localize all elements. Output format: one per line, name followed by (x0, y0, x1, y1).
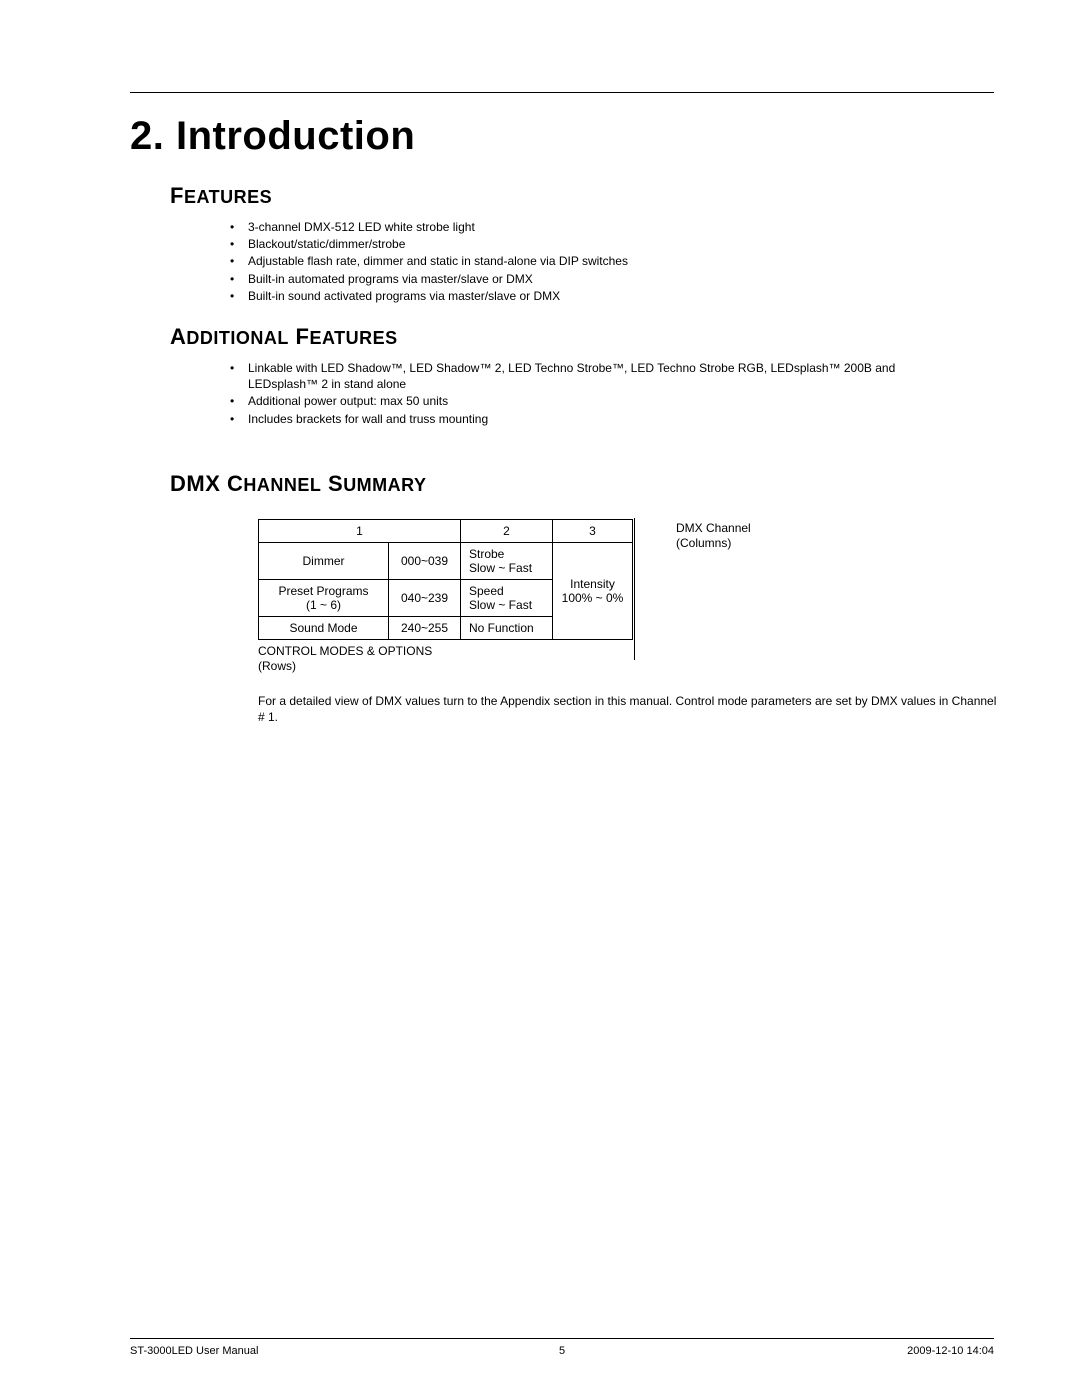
table-row: Dimmer 000~039 StrobeSlow ~ Fast Intensi… (259, 542, 633, 579)
top-rule (130, 92, 994, 93)
heading-additional: ADDITIONAL FEATURES (170, 324, 950, 350)
cell-range: 240~255 (389, 616, 461, 639)
footer-rule (130, 1338, 994, 1339)
dmx-note: For a detailed view of DMX values turn t… (258, 693, 998, 725)
dmx-table: 1 2 3 Dimmer 000~039 StrobeSlow ~ Fast I… (258, 519, 633, 640)
cell-mode: Preset Programs(1 ~ 6) (259, 579, 389, 616)
th-channel-1: 1 (259, 519, 461, 542)
heading-sc: EATURES (184, 187, 272, 207)
list-item: Built-in automated programs via master/s… (218, 271, 950, 287)
heading-cap: F (289, 324, 310, 349)
heading-dmx: DMX CHANNEL SUMMARY (170, 471, 950, 497)
table-row: 1 2 3 (259, 519, 633, 542)
heading-sc: UMMARY (343, 475, 426, 495)
dmx-block: 1 2 3 Dimmer 000~039 StrobeSlow ~ Fast I… (258, 519, 950, 726)
dmx-rows-caption: CONTROL MODES & OPTIONS(Rows) (258, 644, 432, 675)
heading-sc: DDITIONAL (186, 328, 289, 348)
heading-sc: EATURES (309, 328, 397, 348)
list-item: Linkable with LED Shadow™, LED Shadow™ 2… (218, 360, 950, 392)
side-sep (632, 519, 670, 640)
th-channel-2: 2 (461, 519, 553, 542)
list-item: Built-in sound activated programs via ma… (218, 288, 950, 304)
th-channel-3: 3 (553, 519, 633, 542)
heading-cap: F (170, 183, 184, 208)
list-item: 3-channel DMX-512 LED white strobe light (218, 219, 950, 235)
callout-vline (634, 518, 635, 660)
footer-page-number: 5 (130, 1345, 994, 1357)
heading-cap: S (321, 471, 343, 496)
heading-cap: A (170, 324, 186, 349)
heading-features: FEATURES (170, 183, 950, 209)
heading-cap: DMX C (170, 471, 243, 496)
list-item: Additional power output: max 50 units (218, 393, 950, 409)
page-content: 2. Introduction FEATURES 3-channel DMX-5… (130, 108, 950, 725)
cell-mode: Dimmer (259, 542, 389, 579)
features-list: 3-channel DMX-512 LED white strobe light… (218, 219, 950, 304)
cell-intensity: Intensity100% ~ 0% (553, 542, 633, 639)
page-title: 2. Introduction (130, 114, 950, 159)
cell-range: 000~039 (389, 542, 461, 579)
dmx-side-label: DMX Channel(Columns) (670, 519, 751, 640)
cell-func: StrobeSlow ~ Fast (461, 542, 553, 579)
list-item: Includes brackets for wall and truss mou… (218, 411, 950, 427)
list-item: Blackout/static/dimmer/strobe (218, 236, 950, 252)
cell-range: 040~239 (389, 579, 461, 616)
cell-mode: Sound Mode (259, 616, 389, 639)
additional-list: Linkable with LED Shadow™, LED Shadow™ 2… (218, 360, 950, 427)
cell-func: SpeedSlow ~ Fast (461, 579, 553, 616)
footer: ST-3000LED User Manual 5 2009-12-10 14:0… (130, 1345, 994, 1357)
cell-func: No Function (461, 616, 553, 639)
list-item: Adjustable flash rate, dimmer and static… (218, 253, 950, 269)
heading-sc: HANNEL (243, 475, 321, 495)
